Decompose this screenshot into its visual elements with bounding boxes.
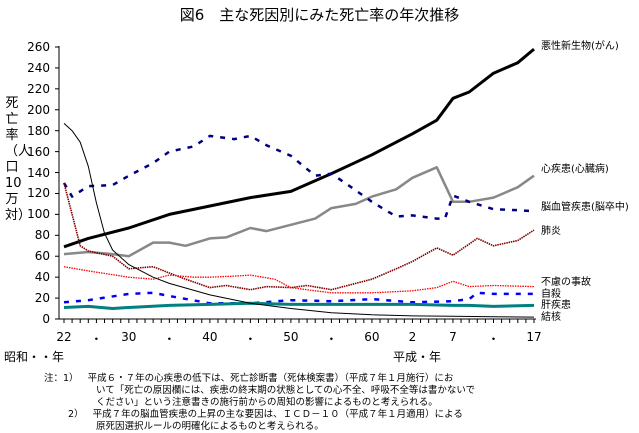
series-line-5 [63,291,534,305]
y-tick-label: 200 [27,102,50,117]
chart-title: 図6 主な死因別にみた死亡率の年次推移 [179,6,460,24]
x-tick-label: 7 [449,330,457,344]
series-label: 自殺 [541,289,561,300]
x-tick-label: 17 [526,330,542,344]
series-line-1 [63,166,535,258]
x-tick-label: ・ [244,332,257,346]
notes: 注：1） 平成６・７年の心疾患の低下は、死亡診断書（死体検案書）（平成７年１月施… [44,373,475,433]
y-tick-label: 120 [27,186,50,201]
y-tick-label: 180 [27,123,50,138]
x-tick-label: 30 [121,330,137,344]
x-axis-label-showa: 昭和・・年 [4,350,65,364]
x-tick-label: 2 [408,330,417,344]
y-tick-label: 60 [34,249,50,264]
x-tick-label: 50 [283,330,299,344]
series-label: 肝疾患 [541,300,571,311]
y-tick-label: 100 [27,207,50,222]
x-tick-label: ・ [90,332,103,346]
series-label: 心疾患(心臓病) [541,164,609,175]
y-tick-label: 220 [27,81,50,96]
note-2-line-1: 2） 平成７年の脳血管疾患の上昇の主な要因は、ＩＣＤ－１０（平成７年１月適用）に… [44,409,475,421]
note-1-number: 1） [63,373,79,384]
note-2-number: 2） [68,409,84,420]
x-axis-label-heisei: 平成・年 [393,350,442,364]
note-1-line-1: 注：1） 平成６・７年の心疾患の低下は、死亡診断書（死体検案書）（平成７年１月施… [44,373,475,385]
x-tick-label: 40 [202,330,218,344]
y-tick-label: 80 [34,228,50,243]
series-label: 肺炎 [541,226,561,237]
series-label: 脳血管疾患(脳卒中) [541,202,629,213]
series-line-4 [63,266,535,294]
x-tick-label: 22 [56,330,72,344]
y-tick-label: 160 [27,144,50,159]
series-label: 悪性新生物(がん) [541,41,619,52]
y-tick-label: 40 [34,270,50,285]
series-line-7 [63,123,535,318]
series-line-3 [63,182,535,291]
y-tick-label: 140 [27,165,50,180]
series-label: 不慮の事故 [541,277,591,288]
note-2-text: 平成７年の脳血管疾患の上昇の主な要因は、ＩＣＤ－１０（平成７年１月適用）による [92,409,463,420]
note-2-line-2: 原死因選択ルールの明確化によるものと考えられる。 [96,421,324,432]
y-tick-label: 240 [27,60,50,75]
series-line-6 [63,301,535,310]
y-axis-label: 死亡率（人口10万対） [5,96,32,223]
note-1-text: 平成６・７年の心疾患の低下は、死亡診断書（死体検案書）（平成７年１月施行）にお [87,373,454,384]
y-tick-label: 0 [42,312,50,326]
note-prefix: 注： [44,373,64,384]
x-tick-label: 60 [364,330,380,344]
series-label: 結核 [541,312,561,323]
y-tick-label: 20 [34,291,50,306]
y-tick-label: 260 [27,40,50,54]
series-line-0 [63,47,535,249]
x-tick-label: ・ [163,332,176,346]
x-tick-label: ・ [325,332,338,346]
note-1-line-3: ください」という注意書きの施行前からの周知の影響によるものと考えられる。 [96,397,438,408]
series-line-2 [62,134,535,220]
note-1-line-2: いて「死亡の原因欄には、疾患の終末期の状態としての心不全、呼吸不全等は書かないで [96,385,476,396]
x-tick-label: ・ [487,332,500,346]
